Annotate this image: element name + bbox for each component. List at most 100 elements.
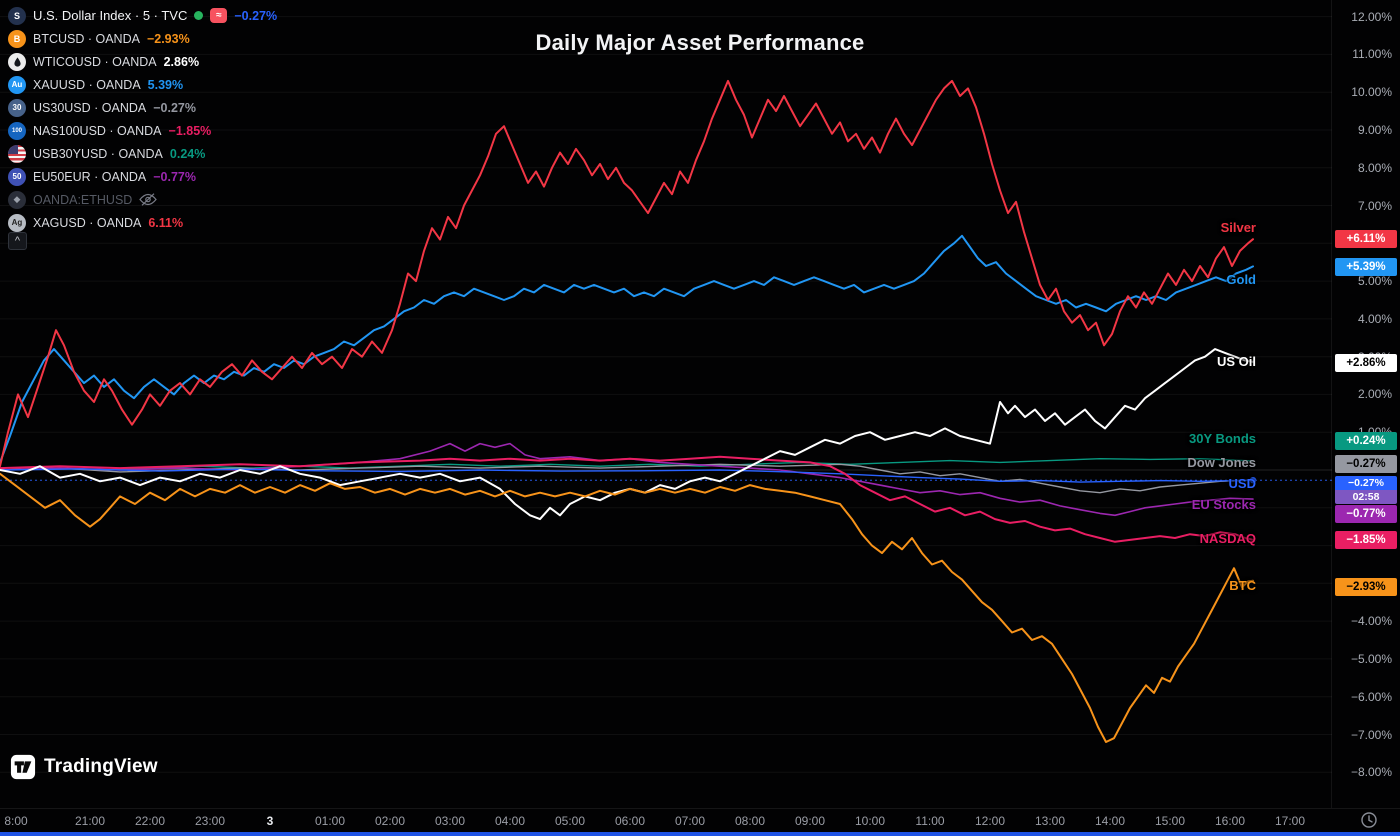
symbol-label[interactable]: WTICOUSD · OANDA xyxy=(33,54,157,69)
symbol-label[interactable]: OANDA:ETHUSD xyxy=(33,192,133,207)
watchlist-row[interactable]: 30 US30USD · OANDA −0.27% xyxy=(8,96,277,119)
change-percent[interactable]: −1.85% xyxy=(168,123,212,138)
symbol-icon xyxy=(8,52,26,71)
chevron-up-icon: ^ xyxy=(14,235,21,247)
series-line-eu-stocks[interactable] xyxy=(0,442,1254,517)
symbol-label[interactable]: XAUUSD · OANDA xyxy=(33,77,141,92)
price-scale-tick: −5.00% xyxy=(1350,651,1392,666)
clock-icon[interactable] xyxy=(1360,811,1378,829)
symbol-label[interactable]: XAGUSD · OANDA xyxy=(33,215,142,230)
tradingview-logo-text: TradingView xyxy=(44,756,158,777)
time-tick: 15:00 xyxy=(1154,814,1186,828)
time-tick: 09:00 xyxy=(794,814,826,828)
usd-price-value: −0.27% xyxy=(1335,476,1397,490)
time-tick: 03:00 xyxy=(434,814,466,828)
price-scale-tick: 10.00% xyxy=(1351,85,1392,100)
price-badge-30y-bonds: +0.24% xyxy=(1335,432,1397,450)
watchlist-row[interactable]: Ag XAGUSD · OANDA 6.11% xyxy=(8,211,277,234)
change-percent[interactable]: 0.24% xyxy=(169,146,206,161)
time-tick: 04:00 xyxy=(494,814,526,828)
tradingview-logo[interactable]: TradingView xyxy=(10,754,158,780)
change-percent[interactable]: −0.77% xyxy=(153,169,196,184)
time-tick: 01:00 xyxy=(314,814,346,828)
day-separator-label: 3 xyxy=(266,814,274,828)
time-tick: 10:00 xyxy=(854,814,886,828)
price-badge-dow-jones: −0.27% xyxy=(1335,455,1397,473)
price-badge-btc: −2.93% xyxy=(1335,578,1397,596)
symbol-icon: 30 xyxy=(8,98,26,117)
oil-droplet-icon xyxy=(13,57,21,67)
time-tick: 06:00 xyxy=(614,814,646,828)
change-percent[interactable]: 2.86% xyxy=(163,54,200,69)
price-scale-tick: −6.00% xyxy=(1350,689,1392,704)
legend-collapse-button[interactable]: ^ xyxy=(8,232,27,250)
chart-canvas[interactable] xyxy=(0,0,1332,808)
series-line-30y-bonds[interactable] xyxy=(0,458,1254,471)
watchlist: S U.S. Dollar Index · 5 · TVC ≈ −0.27% B BTCU… xyxy=(8,4,277,234)
price-scale-tick: −4.00% xyxy=(1350,614,1392,629)
symbol-icon xyxy=(8,144,26,163)
change-percent[interactable]: −0.27% xyxy=(234,8,278,23)
time-tick: 14:00 xyxy=(1094,814,1126,828)
series-line-dow-jones[interactable] xyxy=(0,463,1254,494)
watchlist-row[interactable]: S U.S. Dollar Index · 5 · TVC ≈ −0.27% xyxy=(8,4,277,27)
change-percent[interactable]: 5.39% xyxy=(147,77,184,92)
page-title: Daily Major Asset Performance xyxy=(535,30,865,55)
usd-line-end-dot xyxy=(1249,477,1257,484)
symbol-label[interactable]: NAS100USD · OANDA xyxy=(33,123,162,138)
series-line-silver[interactable] xyxy=(0,79,1254,468)
symbol-label[interactable]: EU50EUR · OANDA xyxy=(33,169,147,184)
similar-symbol-icon[interactable]: ≈ xyxy=(210,8,228,23)
price-scale-tick: 5.00% xyxy=(1357,274,1392,289)
watchlist-row[interactable]: Au XAUUSD · OANDA 5.39% xyxy=(8,73,277,96)
change-percent[interactable]: −2.93% xyxy=(146,31,190,46)
time-tick: 11:00 xyxy=(915,814,945,828)
time-tick: 13:00 xyxy=(1034,814,1066,828)
symbol-icon: ◆ xyxy=(8,190,26,209)
usd-price-badge: −0.27% 02:58 xyxy=(1335,476,1397,504)
symbol-label[interactable]: U.S. Dollar Index · 5 · TVC xyxy=(33,8,188,23)
symbol-label[interactable]: BTCUSD · OANDA xyxy=(33,31,140,46)
symbol-icon: 50 xyxy=(8,167,26,186)
series-line-us-oil[interactable] xyxy=(0,348,1254,521)
series-line-btc[interactable] xyxy=(0,472,1254,743)
series-line-nasdaq[interactable] xyxy=(0,455,1254,543)
time-axis[interactable]: 8:00 21:00 22:00 23:00 3 01:00 02:00 03:00 04:00… xyxy=(0,808,1400,833)
price-scale-tick: 7.00% xyxy=(1357,198,1392,213)
flag-canton xyxy=(8,144,18,154)
bar-countdown: 02:58 xyxy=(1335,490,1397,504)
price-scale-tick: 9.00% xyxy=(1357,123,1392,137)
price-scale[interactable]: 12.00%11.00%10.00%9.00%8.00%7.00%6.00%5.… xyxy=(1331,0,1400,808)
time-tick: 16:00 xyxy=(1214,814,1246,828)
symbol-label[interactable]: US30USD · OANDA xyxy=(33,100,147,115)
eye-off-icon[interactable] xyxy=(139,192,158,207)
symbol-icon: 100 xyxy=(8,121,26,140)
watchlist-row[interactable]: WTICOUSD · OANDA 2.86% xyxy=(8,50,277,73)
time-tick: 23:00 xyxy=(194,814,226,828)
price-badge-us-oil: +2.86% xyxy=(1335,354,1397,372)
symbol-icon: B xyxy=(8,29,26,48)
symbol-label[interactable]: USB30YUSD · OANDA xyxy=(33,146,163,161)
time-tick: 8:00 xyxy=(4,814,28,828)
time-tick: 22:00 xyxy=(134,814,166,828)
symbol-icon: Au xyxy=(8,75,26,94)
watchlist-row[interactable]: 50 EU50EUR · OANDA −0.77% xyxy=(8,165,277,188)
change-percent[interactable]: 6.11% xyxy=(148,215,184,230)
price-scale-tick: 12.00% xyxy=(1351,9,1392,24)
series-line-usd[interactable] xyxy=(0,468,1254,483)
watchlist-row[interactable]: ◆ OANDA:ETHUSD xyxy=(8,188,277,211)
time-tick: 21:00 xyxy=(74,814,106,828)
time-tick: 02:00 xyxy=(374,814,406,828)
price-scale-tick: 8.00% xyxy=(1357,160,1392,175)
time-tick: 08:00 xyxy=(734,814,766,828)
price-badge-gold: +5.39% xyxy=(1335,258,1397,276)
change-percent[interactable]: −0.27% xyxy=(153,100,196,115)
watchlist-row[interactable]: USB30YUSD · OANDA 0.24% xyxy=(8,142,277,165)
watchlist-row[interactable]: 100 NAS100USD · OANDA −1.85% xyxy=(8,119,277,142)
watchlist-row[interactable]: B BTCUSD · OANDA −2.93% xyxy=(8,27,277,50)
time-tick: 05:00 xyxy=(554,814,586,828)
price-badge-eu-stocks: −0.77% xyxy=(1335,505,1397,523)
price-scale-tick: −8.00% xyxy=(1350,765,1392,780)
series-line-gold[interactable] xyxy=(0,234,1254,464)
time-tick: 12:00 xyxy=(974,814,1006,828)
